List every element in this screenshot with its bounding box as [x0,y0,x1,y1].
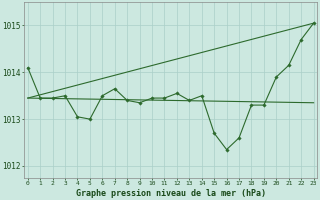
X-axis label: Graphe pression niveau de la mer (hPa): Graphe pression niveau de la mer (hPa) [76,189,266,198]
